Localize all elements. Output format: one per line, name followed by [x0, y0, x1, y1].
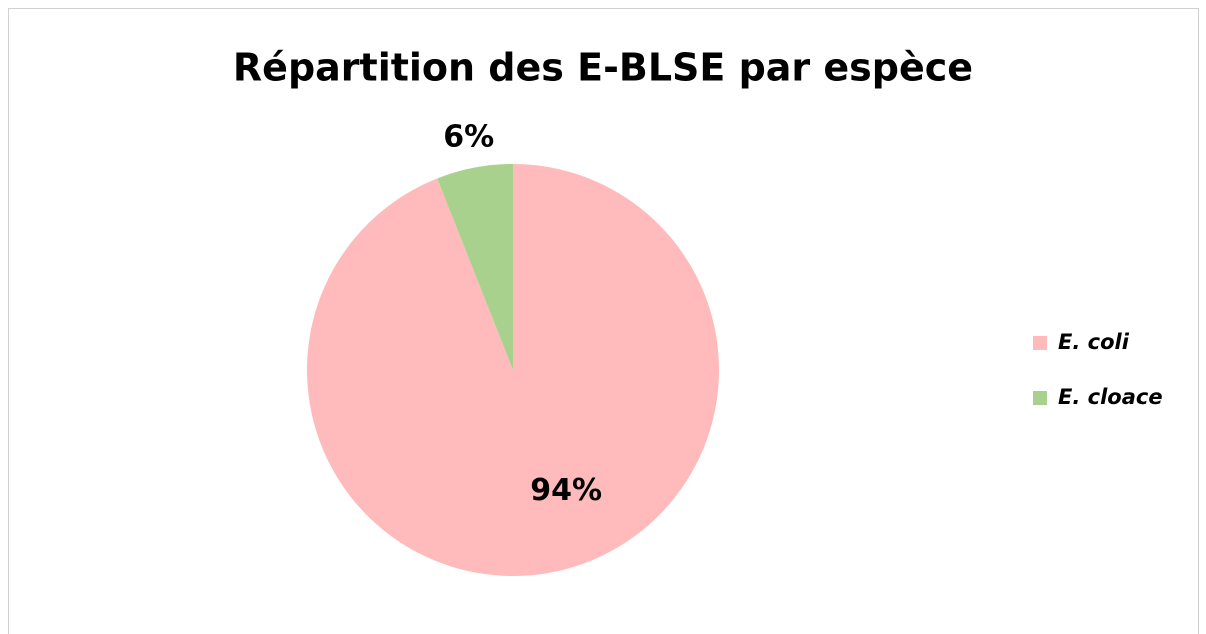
legend-label: E. coli	[1058, 330, 1130, 354]
data-label: 6%	[443, 120, 494, 155]
data-label: 94%	[530, 473, 602, 508]
legend-swatch	[1033, 336, 1047, 350]
pie-slice	[437, 164, 513, 370]
chart-title: Répartition des E-BLSE par espèce	[233, 46, 973, 90]
legend-swatch	[1033, 391, 1047, 405]
legend-label: E. cloace	[1058, 385, 1163, 409]
